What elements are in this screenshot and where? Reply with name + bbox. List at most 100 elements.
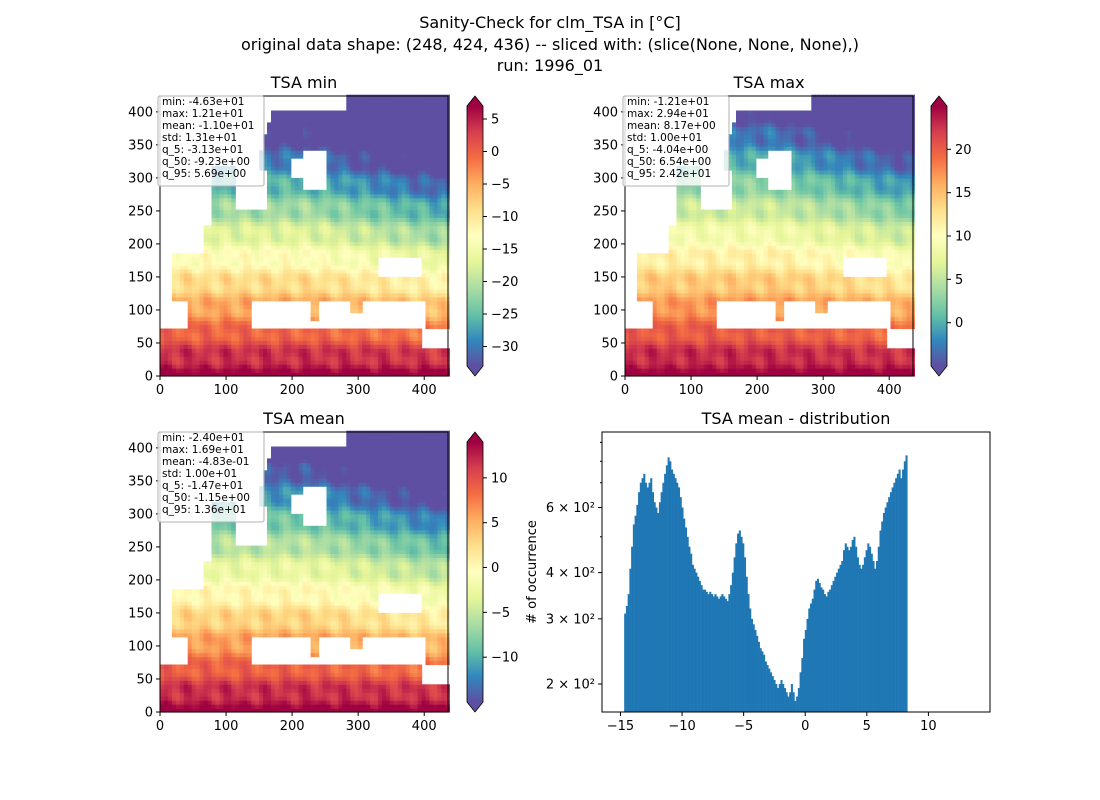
map-cell (393, 193, 399, 199)
map-cell (306, 193, 312, 199)
map-cell (625, 364, 630, 369)
map-cell (906, 312, 911, 318)
map-cell (393, 138, 399, 143)
map-cell (362, 189, 367, 195)
map-cell (330, 284, 335, 290)
map-cell (378, 221, 383, 227)
map-cell (370, 185, 375, 191)
map-cell (179, 340, 185, 345)
map-cell (775, 340, 781, 345)
map-cell (290, 288, 296, 294)
map-cell (219, 237, 224, 242)
map-cell (417, 364, 423, 369)
map-cell (771, 332, 777, 337)
map-cell (668, 332, 674, 337)
map-cell (302, 197, 308, 203)
map-cell (366, 213, 371, 219)
map-cell (231, 352, 236, 357)
map-cell (393, 368, 399, 373)
map-cell (310, 312, 316, 318)
map-cell (700, 328, 705, 334)
map-cell (354, 193, 359, 199)
map-cell (843, 348, 848, 353)
map-cell (171, 344, 177, 349)
map-cell (370, 126, 375, 131)
map-cell (441, 209, 446, 215)
map-cell (648, 364, 654, 369)
map-cell (437, 320, 442, 326)
map-cell (437, 181, 442, 187)
map-cell (290, 296, 296, 302)
map-cell (409, 336, 415, 341)
map-cell (417, 229, 423, 234)
map-cell (322, 336, 328, 341)
map-cell (286, 213, 292, 219)
map-cell (425, 273, 431, 278)
map-cell (652, 332, 658, 337)
map-cell (334, 356, 339, 361)
map-cell (318, 241, 324, 246)
map-cell (743, 368, 749, 373)
map-cell (219, 189, 224, 195)
map-cell (215, 328, 221, 334)
map-cell (656, 308, 662, 314)
map-cell (358, 189, 363, 195)
map-cell (862, 364, 868, 369)
map-cell (787, 296, 793, 302)
map-cell (203, 296, 209, 302)
map-cell (708, 372, 713, 377)
map-cell (223, 201, 228, 207)
map-cell (282, 257, 288, 262)
map-cell (286, 348, 292, 353)
map-cell (199, 368, 205, 373)
map-cell (314, 304, 320, 310)
map-cell (393, 162, 399, 167)
map-cell (282, 265, 288, 270)
map-cell (322, 122, 328, 127)
map-cell (346, 229, 351, 234)
map-cell (354, 217, 359, 223)
colorbar-tick-label: 5 (491, 113, 499, 128)
map-cell (421, 189, 427, 195)
map-cell (728, 328, 733, 334)
map-cell (421, 166, 427, 171)
map-cell (429, 296, 435, 302)
map-cell (274, 114, 280, 120)
colorbar-tick-label: −20 (491, 275, 518, 290)
map-cell (366, 126, 371, 131)
map-cell (437, 158, 442, 163)
map-cell (362, 173, 367, 179)
map-cell (160, 364, 165, 369)
map-cell (199, 300, 205, 306)
map-cell (433, 138, 439, 143)
map-cell (846, 328, 852, 334)
map-cell (267, 229, 272, 234)
map-cell (405, 332, 411, 337)
map-cell (906, 364, 911, 369)
map-cell (393, 217, 399, 223)
map-cell (302, 288, 308, 294)
map-cell (366, 292, 371, 298)
map-cell (676, 360, 682, 365)
map-cell (688, 292, 693, 298)
map-cell (251, 273, 256, 278)
map-cell (354, 98, 359, 104)
map-cell (267, 340, 272, 345)
map-cell (302, 241, 308, 246)
map-cell (704, 340, 709, 345)
map-cell (425, 193, 431, 199)
map-cell (664, 332, 670, 337)
map-cell (282, 344, 288, 349)
map-cell (629, 372, 634, 377)
map-cell (239, 340, 244, 345)
map-cell (298, 193, 304, 199)
map-cell (421, 213, 427, 219)
map-cell (389, 356, 395, 361)
map-cell (294, 336, 300, 341)
map-cell (326, 265, 332, 270)
map-cell (215, 233, 221, 238)
map-cell (890, 368, 896, 373)
map-cell (374, 134, 379, 139)
map-cell (381, 241, 387, 246)
map-cell (401, 150, 407, 155)
